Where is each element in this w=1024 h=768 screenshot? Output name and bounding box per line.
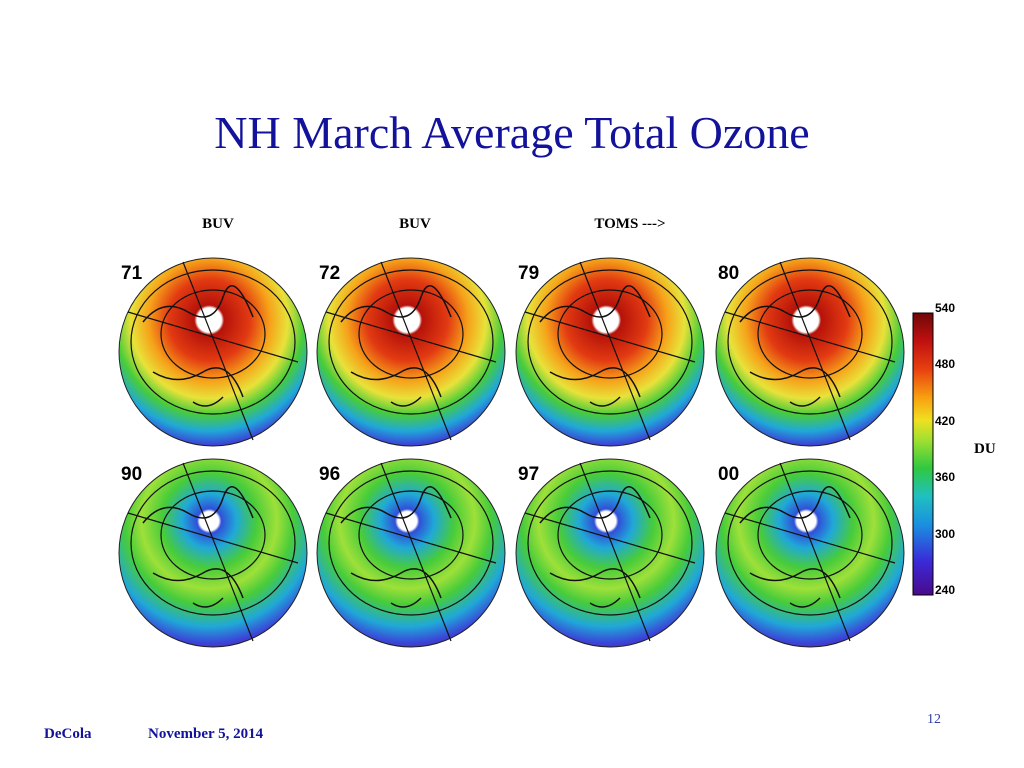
map-year: 97 — [518, 464, 539, 485]
coastline — [142, 486, 254, 608]
globe — [316, 257, 506, 447]
coastline — [340, 285, 452, 407]
colorbar-tick-label: 240 — [935, 583, 955, 597]
map-year: 80 — [718, 263, 739, 284]
meridian — [779, 261, 851, 441]
page-number: 12 — [927, 712, 941, 727]
meridian — [779, 462, 851, 642]
coastline — [539, 285, 651, 407]
coastline — [539, 486, 651, 608]
coastline — [142, 285, 254, 407]
colorbar — [912, 312, 934, 596]
ozone-map: 90 — [118, 458, 308, 648]
coastline — [739, 285, 851, 407]
map-year: 79 — [518, 263, 539, 284]
meridian — [380, 261, 452, 441]
meridian — [579, 261, 651, 441]
ozone-map: 71 — [118, 257, 308, 447]
latitude-circle — [757, 289, 863, 379]
globe — [118, 257, 308, 447]
colorbar-unit: DU — [974, 441, 996, 457]
map-year: 72 — [319, 263, 340, 284]
latitude-circle — [160, 289, 266, 379]
map-year: 00 — [718, 464, 739, 485]
meridian — [380, 462, 452, 642]
meridian — [182, 462, 254, 642]
globe — [515, 257, 705, 447]
latitude-circle — [130, 269, 296, 415]
column-labels: BUV BUV TOMS ---> — [202, 216, 665, 232]
latitude-circle — [130, 470, 296, 616]
latitude-circle — [727, 269, 893, 415]
ozone-map: 72 — [316, 257, 506, 447]
map-year: 90 — [121, 464, 142, 485]
meridian — [579, 462, 651, 642]
latitude-circle — [358, 490, 464, 580]
column-label: TOMS ---> — [594, 216, 665, 232]
ozone-map: 96 — [316, 458, 506, 648]
globe — [515, 458, 705, 648]
globe — [715, 458, 905, 648]
coastline — [340, 486, 452, 608]
colorbar-tick-label: 300 — [935, 527, 955, 541]
colorbar-tick-label: 480 — [935, 357, 955, 371]
latitude-circle — [727, 470, 893, 616]
map-year: 96 — [319, 464, 340, 485]
colorbar-tick-label: 540 — [935, 301, 955, 315]
latitude-circle — [527, 269, 693, 415]
globe — [118, 458, 308, 648]
ozone-map: 97 — [515, 458, 705, 648]
ozone-map: 80 — [715, 257, 905, 447]
globe — [316, 458, 506, 648]
footer-date: November 5, 2014 — [148, 726, 264, 742]
latitude-circle — [328, 470, 494, 616]
globe — [715, 257, 905, 447]
meridian — [182, 261, 254, 441]
column-label: BUV — [202, 216, 234, 232]
footer-author: DeCola — [44, 726, 92, 742]
map-grid: 71 72 79 80 90 96 97 00 — [118, 257, 905, 648]
map-year: 71 — [121, 263, 143, 284]
colorbar-ticks: 540 480 420 360 300 240 — [935, 301, 955, 597]
latitude-circle — [557, 490, 663, 580]
column-label: BUV — [399, 216, 431, 232]
slide-title: NH March Average Total Ozone — [214, 107, 809, 158]
coastline — [739, 486, 851, 608]
latitude-circle — [557, 289, 663, 379]
ozone-map: 00 — [715, 458, 905, 648]
latitude-circle — [160, 490, 266, 580]
colorbar-tick-label: 360 — [935, 470, 955, 484]
colorbar-tick-label: 420 — [935, 414, 955, 428]
latitude-circle — [358, 289, 464, 379]
ozone-map: 79 — [515, 257, 705, 447]
latitude-circle — [527, 470, 693, 616]
latitude-circle — [328, 269, 494, 415]
latitude-circle — [757, 490, 863, 580]
